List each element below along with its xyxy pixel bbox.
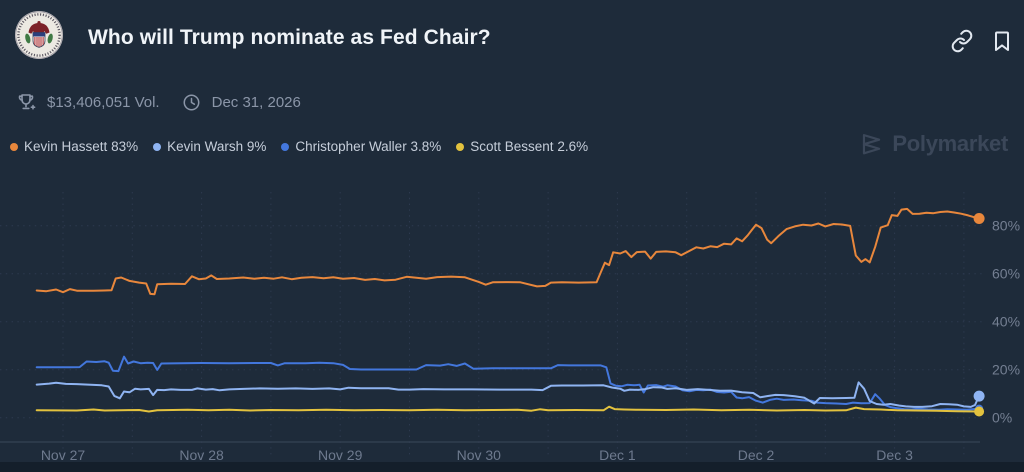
y-axis-label: 0%	[992, 410, 1012, 426]
series-line-christopher-waller	[35, 355, 981, 411]
market-icon-fed-seal	[15, 11, 63, 59]
series-end-dot-scott-bessent	[974, 406, 985, 417]
y-axis-label: 20%	[992, 362, 1020, 378]
legend-label: Kevin Warsh 9%	[167, 139, 266, 154]
polymarket-watermark: Polymarket	[858, 131, 1008, 157]
volume-value: $13,406,051 Vol.	[47, 93, 160, 111]
legend-label: Scott Bessent 2.6%	[470, 139, 588, 154]
x-axis-label: Nov 29	[318, 447, 363, 463]
series-line-kevin-warsh	[35, 381, 981, 408]
outcome-probability: 9%	[246, 139, 267, 154]
chart-legend: Kevin Hassett 83% Kevin Warsh 9% Christo…	[10, 139, 588, 154]
y-axis-label: 80%	[992, 218, 1020, 234]
legend-item: Scott Bessent 2.6%	[456, 139, 588, 154]
end-date: Dec 31, 2026	[211, 93, 301, 111]
y-axis-label: 40%	[992, 314, 1020, 330]
trophy-icon	[18, 94, 36, 110]
series-line-kevin-hassett	[35, 207, 981, 296]
outcome-name: Kevin Hassett	[24, 139, 108, 154]
outcome-probability: 83%	[111, 139, 139, 154]
x-axis-label: Nov 27	[41, 447, 86, 463]
outcome-name: Scott Bessent	[470, 139, 554, 154]
copy-link-icon[interactable]	[950, 29, 974, 53]
outcome-name: Christopher Waller	[295, 139, 407, 154]
embed-bottom-border	[0, 462, 1024, 472]
legend-label: Kevin Hassett 83%	[24, 139, 138, 154]
x-axis-label: Dec 3	[876, 447, 913, 463]
y-axis-label: 60%	[992, 266, 1020, 282]
page-title: Who will Trump nominate as Fed Chair?	[88, 26, 491, 49]
polymarket-logo-icon	[863, 134, 881, 155]
x-axis-label: Dec 2	[738, 447, 775, 463]
market-stats: $13,406,051 Vol. Dec 31, 2026	[16, 92, 301, 112]
legend-item: Kevin Hassett 83%	[10, 139, 138, 154]
legend-dot	[10, 142, 18, 151]
legend-dot	[281, 142, 290, 151]
legend-label: Christopher Waller 3.8%	[295, 139, 441, 154]
legend-item: Christopher Waller 3.8%	[281, 139, 441, 154]
legend-dot	[456, 142, 465, 151]
header-actions	[950, 29, 1014, 53]
legend-dot	[153, 142, 162, 151]
series-end-dot-kevin-warsh	[973, 390, 985, 402]
x-axis-label: Nov 28	[179, 447, 224, 463]
x-axis-label: Dec 1	[599, 447, 636, 463]
outcome-probability: 3.8%	[410, 139, 442, 154]
outcome-probability: 2.6%	[557, 139, 589, 154]
x-axis-label: Nov 30	[457, 447, 502, 463]
watermark-label: Polymarket	[892, 131, 1008, 156]
outcome-name: Kevin Warsh	[167, 139, 244, 154]
clock-icon	[183, 94, 200, 110]
legend-item: Kevin Warsh 9%	[153, 139, 266, 154]
bookmark-icon[interactable]	[990, 29, 1014, 53]
series-end-dot-kevin-hassett	[973, 213, 985, 224]
series-line-scott-bessent	[35, 405, 981, 413]
